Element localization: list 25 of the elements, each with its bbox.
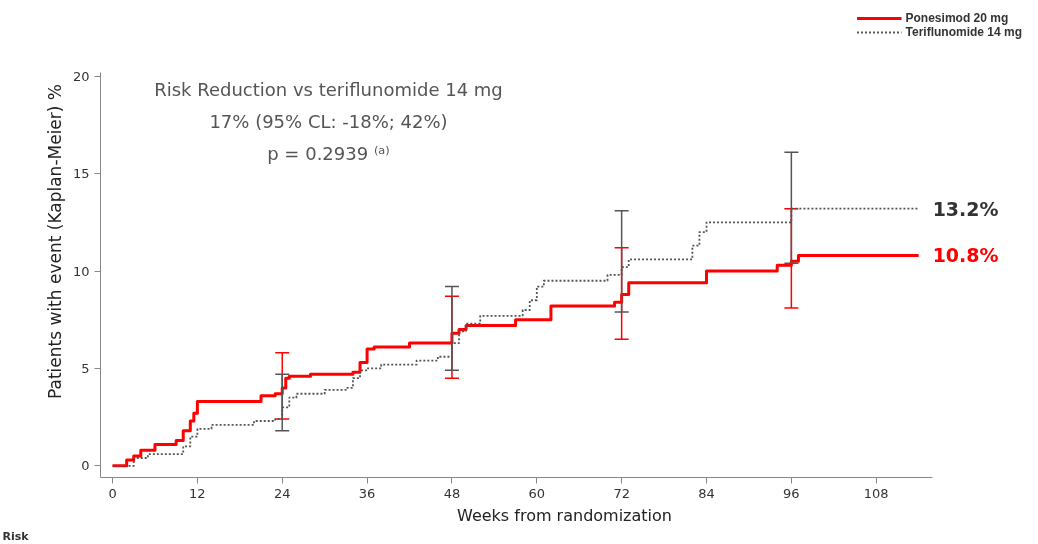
y-tick-label: 0 [81,458,90,474]
annotation: 13.2% [932,197,999,220]
y-tick-label: 15 [72,166,90,182]
legend-label: Teriflunomide 14 mg [905,25,1022,39]
y-tick-label: 10 [72,263,90,279]
x-tick-label: 108 [863,485,889,501]
x-tick-label: 36 [358,485,376,501]
annotation: 17% (95% CL: -18%; 42%) [209,110,448,132]
x-axis-title: Weeks from randomization [457,505,672,525]
x-tick-label: 24 [273,485,291,501]
x-tick-label: 84 [698,485,715,501]
y-axis-title: Patients with event (Kaplan-Meier) % [44,84,65,399]
x-tick-label: 12 [189,485,206,501]
x-tick-label: 60 [528,485,546,501]
x-tick-label: 72 [613,485,630,501]
annotation: 10.8% [932,244,999,267]
y-tick-label: 20 [72,68,90,84]
x-tick-label: 0 [108,485,117,501]
annotation: Risk Reduction vs teriflunomide 14 mg [154,78,503,100]
x-tick-label: 48 [443,485,461,501]
y-tick-label: 5 [81,360,90,376]
annotation: p = 0.2939 ⁽ᵃ⁾ [267,142,390,164]
x-tick-label: 96 [783,485,800,501]
text: Risk [2,529,30,543]
legend-label: Ponesimod 20 mg [905,11,1009,25]
